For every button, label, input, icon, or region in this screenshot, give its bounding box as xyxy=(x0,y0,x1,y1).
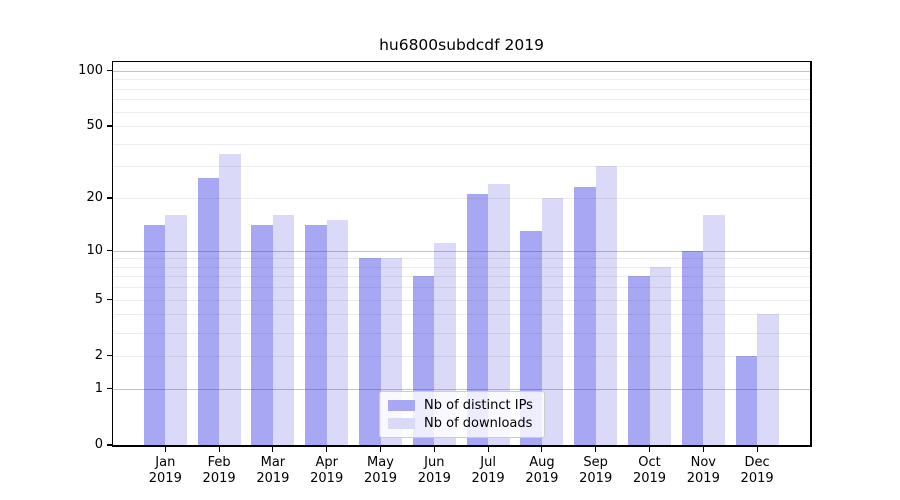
x-tick-mark-dec xyxy=(756,446,758,452)
gridline-major-1 xyxy=(113,388,810,390)
bar-nb-of-downloads-oct xyxy=(649,266,671,445)
y-tick-label-20: 20 xyxy=(86,190,103,205)
x-tick-label-feb: Feb 2019 xyxy=(202,455,236,486)
y-tick-mark-20 xyxy=(106,197,112,199)
bar-nb-of-distinct-ips-apr xyxy=(305,225,327,445)
gridline-minor-20 xyxy=(113,198,810,199)
x-tick-label-dec: Dec 2019 xyxy=(740,455,774,486)
y-tick-label-100: 100 xyxy=(78,62,103,78)
x-tick-mark-aug xyxy=(541,446,543,452)
y-tick-label-2: 2 xyxy=(94,347,103,363)
x-tick-label-oct: Oct 2019 xyxy=(632,455,667,486)
bar-nb-of-downloads-apr xyxy=(326,220,349,445)
y-tick-mark-2 xyxy=(106,355,112,357)
y-tick-mark-100 xyxy=(106,70,112,72)
bar-nb-of-distinct-ips-jan xyxy=(143,225,166,445)
x-tick-mark-feb xyxy=(218,446,220,452)
gridline-minor-90 xyxy=(113,79,810,81)
bar-nb-of-downloads-jul xyxy=(488,183,510,445)
gridline-major-100 xyxy=(113,70,810,72)
y-tick-label-10: 10 xyxy=(86,242,103,258)
plot-area xyxy=(113,62,810,445)
bar-nb-of-distinct-ips-mar xyxy=(251,225,273,445)
gridline-major-10 xyxy=(113,250,810,252)
bar-nb-of-distinct-ips-sep xyxy=(574,187,596,445)
bar-nb-of-downloads-jan xyxy=(165,215,187,445)
plot-spine-bottom xyxy=(111,445,812,447)
x-tick-mark-jul xyxy=(487,446,489,452)
bar-nb-of-distinct-ips-nov xyxy=(681,250,704,445)
x-tick-mark-jan xyxy=(164,446,166,452)
gridline-minor-50 xyxy=(113,126,810,127)
x-tick-label-jul: Jul 2019 xyxy=(471,455,505,486)
legend-label-distinct-ips: Nb of distinct IPs xyxy=(424,398,533,413)
x-tick-label-may: May 2019 xyxy=(363,455,398,486)
legend-item-downloads: Nb of downloads xyxy=(388,416,536,431)
bar-nb-of-downloads-feb xyxy=(219,154,241,445)
x-tick-mark-mar xyxy=(272,446,274,452)
legend-item-distinct-ips: Nb of distinct IPs xyxy=(388,398,536,413)
y-tick-mark-0 xyxy=(106,444,112,446)
x-tick-label-nov: Nov 2019 xyxy=(686,455,720,486)
y-tick-mark-10 xyxy=(106,249,112,252)
gridline-minor-5 xyxy=(113,299,810,301)
plot-spine-left xyxy=(111,60,113,447)
x-tick-label-jun: Jun 2019 xyxy=(417,455,451,486)
gridline-minor-80 xyxy=(113,88,810,90)
x-tick-mark-oct xyxy=(648,446,651,452)
gridline-minor-9 xyxy=(113,258,810,260)
y-tick-label-50: 50 xyxy=(86,118,103,133)
bar-nb-of-distinct-ips-jul xyxy=(466,194,489,445)
bar-nb-of-distinct-ips-dec xyxy=(735,355,758,445)
x-tick-mark-may xyxy=(379,446,382,452)
gridline-minor-7 xyxy=(113,276,810,278)
legend-swatch-downloads xyxy=(388,418,415,429)
gridline-minor-30 xyxy=(113,166,810,168)
x-tick-label-aug: Aug 2019 xyxy=(525,455,559,486)
x-tick-label-sep: Sep 2019 xyxy=(579,455,613,486)
bar-nb-of-distinct-ips-may xyxy=(359,258,381,445)
bar-nb-of-distinct-ips-oct xyxy=(628,276,650,445)
gridline-minor-70 xyxy=(113,99,810,101)
bar-nb-of-distinct-ips-feb xyxy=(197,177,220,445)
bar-nb-of-downloads-nov xyxy=(703,215,725,445)
plot-spine-top xyxy=(111,60,812,62)
bar-nb-of-downloads-dec xyxy=(757,314,779,445)
y-tick-label-1: 1 xyxy=(94,380,103,396)
gridline-minor-6 xyxy=(113,287,810,289)
y-tick-label-5: 5 xyxy=(94,291,103,307)
y-tick-label-0: 0 xyxy=(94,437,103,452)
x-tick-mark-apr xyxy=(326,446,328,452)
x-tick-label-jan: Jan 2019 xyxy=(148,455,182,486)
bar-nb-of-downloads-mar xyxy=(272,215,295,445)
chart-title: hu6800subdcdf 2019 xyxy=(379,36,544,54)
y-tick-mark-1 xyxy=(106,388,112,390)
plot-spine-right xyxy=(810,60,812,447)
gridline-minor-3 xyxy=(113,332,810,334)
gridline-minor-60 xyxy=(113,111,810,113)
x-tick-mark-jun xyxy=(433,446,435,452)
x-tick-label-mar: Mar 2019 xyxy=(256,455,290,486)
gridline-minor-2 xyxy=(113,355,810,357)
gridline-minor-8 xyxy=(113,266,810,268)
legend: Nb of distinct IPs Nb of downloads xyxy=(379,391,545,438)
x-tick-mark-sep xyxy=(595,446,597,452)
y-tick-mark-50 xyxy=(106,125,112,127)
bar-nb-of-downloads-sep xyxy=(595,166,618,445)
legend-label-downloads: Nb of downloads xyxy=(424,416,533,431)
x-tick-mark-nov xyxy=(702,446,704,452)
gridline-minor-4 xyxy=(113,314,810,316)
x-tick-label-apr: Apr 2019 xyxy=(310,455,344,486)
legend-swatch-distinct-ips xyxy=(388,400,415,411)
gridline-minor-40 xyxy=(113,143,810,145)
bar-nb-of-downloads-aug xyxy=(541,198,564,445)
y-tick-mark-5 xyxy=(106,299,112,301)
